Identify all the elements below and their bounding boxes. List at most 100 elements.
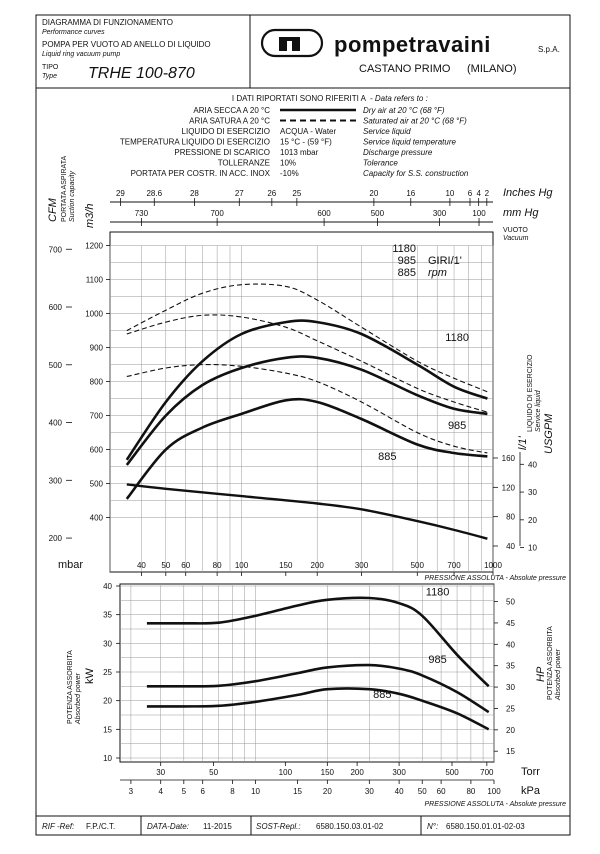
- footer: RIF -Ref: F.P./C.T. DATA-Date: 11-2015 S…: [36, 815, 570, 835]
- torr-tick-label: 30: [156, 768, 165, 777]
- torr-tick-label: 100: [279, 768, 293, 777]
- hp-tick-label: 40: [506, 640, 515, 649]
- mmhg-tick-label: 500: [371, 209, 385, 218]
- x-tick-label: 100: [235, 561, 249, 570]
- condition-english: Service liquid: [363, 127, 411, 136]
- condition-english: Service liquid temperature: [363, 138, 456, 147]
- pump-it: POMPA PER VUOTO AD ANELLO DI LIQUIDO: [42, 40, 211, 49]
- y-axis-unit: m3/h: [84, 204, 96, 228]
- mmhg-tick-label: 300: [433, 209, 447, 218]
- conditions-intro-en: - Data refers to :: [370, 94, 428, 103]
- kpa-tick-label: 5: [182, 787, 187, 796]
- condition-value: 15 °C - (59 °F): [280, 138, 332, 147]
- brand-city: CASTANO PRIMO: [359, 63, 451, 75]
- condition-english: Discharge pressure: [363, 148, 433, 157]
- cfm-tick-label: 300: [49, 476, 63, 485]
- x-tick-label: 200: [311, 561, 325, 570]
- inches-tick-label: 16: [406, 189, 415, 198]
- ref-label: RIF -Ref:: [42, 822, 74, 831]
- torr-tick-label: 500: [445, 768, 459, 777]
- hp-tick-label: 15: [506, 747, 515, 756]
- x-tick-label: 700: [447, 561, 461, 570]
- vacuum-label-it: VUOTO: [503, 227, 528, 234]
- torr-tick-label: 300: [392, 768, 406, 777]
- power-curve-label-885: 885: [373, 689, 391, 701]
- inches-tick-label: 6: [468, 189, 473, 198]
- condition-english: Capacity for S.S. construction: [363, 169, 469, 178]
- inches-tick-label: 28: [190, 189, 199, 198]
- capacity-curve-1180-dashed: [126, 283, 488, 393]
- suction-capacity-chart: 29 28.6 28 27 26 25 20 16 10 6 4 2 730 700 600 500 300 10…: [47, 156, 566, 582]
- cfm-tick-label: 200: [49, 534, 63, 543]
- capacity-curve-985-solid: [125, 355, 488, 466]
- title-en: Performance curves: [42, 29, 105, 36]
- kpa-tick-label: 3: [129, 787, 134, 796]
- condition-label: ARIA SECCA A 20 °C: [193, 106, 270, 115]
- y-axis-title-it: POTENZA ASSORBITA: [67, 650, 74, 724]
- torr-tick-label: 150: [321, 768, 335, 777]
- liquid-l-tick-label: 160: [502, 454, 516, 463]
- kpa-tick-label: 6: [200, 787, 205, 796]
- hp-tick-label: 20: [506, 726, 515, 735]
- condition-value: -10%: [280, 169, 299, 178]
- capacity-curve-885-dashed: [126, 363, 488, 454]
- cfm-tick-label: 400: [49, 419, 63, 428]
- hp-tick-label: 50: [506, 598, 515, 607]
- x-tick-label: 50: [161, 561, 170, 570]
- mmhg-unit: mm Hg: [503, 207, 539, 219]
- power-curve-985: [146, 663, 490, 714]
- condition-english: Tolerance: [363, 159, 398, 168]
- liquid-g-tick-label: 30: [528, 488, 537, 497]
- hp-tick-label: 45: [506, 619, 515, 628]
- x-axis-title: PRESSIONE ASSOLUTA - Absolute pressure: [425, 575, 567, 582]
- inches-tick-label: 29: [116, 189, 125, 198]
- hp-tick-label: 25: [506, 704, 515, 713]
- cfm-unit: CFM: [47, 197, 59, 222]
- capacity-curve-1180-solid: [125, 319, 488, 461]
- vacuum-label-en: Vacuum: [503, 235, 529, 242]
- inches-tick-label: 20: [369, 189, 378, 198]
- mmhg-tick-label: 700: [210, 209, 224, 218]
- model-name: TRHE 100-870: [88, 65, 195, 82]
- y-tick-label: 1200: [85, 242, 103, 251]
- capacity-curve-985-dashed: [126, 314, 488, 413]
- liquid-l-tick-label: 80: [506, 513, 515, 522]
- inches-unit: Inches Hg: [503, 187, 553, 199]
- replaces-label: SOST-Repl.:: [256, 822, 301, 831]
- curve-label-985: 985: [448, 420, 466, 432]
- power-curve-1180: [146, 596, 490, 688]
- rpm-header: GIRI/1': [428, 255, 462, 267]
- y-tick-label: 800: [90, 378, 104, 387]
- mmhg-tick-label: 600: [317, 209, 331, 218]
- hp-unit: HP: [535, 666, 547, 682]
- inches-tick-label: 10: [445, 189, 454, 198]
- hp-tick-label: 30: [506, 683, 515, 692]
- capacity-curve-885-solid: [125, 397, 488, 500]
- plot-frame: [119, 583, 495, 763]
- x-tick-label: 60: [181, 561, 190, 570]
- y-tick-label: 500: [90, 480, 104, 489]
- type-it: TIPO: [42, 64, 59, 71]
- brand-name: pompetravaini: [334, 32, 491, 57]
- kpa-tick-label: 15: [293, 787, 302, 796]
- kpa-tick-label: 30: [365, 787, 374, 796]
- condition-label: TEMPERATURA LIQUIDO DI ESERCIZIO: [120, 138, 270, 147]
- condition-label: LIQUIDO DI ESERCIZIO: [182, 127, 270, 136]
- condition-label: PORTATA PER COSTR. IN ACC. INOX: [131, 169, 271, 178]
- kpa-tick-label: 40: [395, 787, 404, 796]
- y-axis-title-en: Suction capacity: [69, 171, 76, 222]
- y-tick-label: 35: [103, 611, 112, 620]
- y-tick-label: 25: [103, 668, 112, 677]
- condition-value: ACQUA - Water: [280, 127, 336, 136]
- kpa-tick-label: 20: [323, 787, 332, 796]
- mmhg-tick-label: 100: [472, 209, 486, 218]
- liquid-l-tick-label: 40: [506, 542, 515, 551]
- replaces-value: 6580.150.03.01-02: [316, 822, 384, 831]
- condition-label: ARIA SATURA A 20 °C: [189, 117, 270, 126]
- condition-label: PRESSIONE DI SCARICO: [174, 148, 270, 157]
- test-conditions: I DATI RIPORTATI SONO RIFERITI A - Data …: [120, 94, 469, 178]
- x-tick-label: 150: [279, 561, 293, 570]
- x-tick-label: 40: [137, 561, 146, 570]
- y-axis-title-it: PORTATA ASPIRATA: [61, 156, 68, 222]
